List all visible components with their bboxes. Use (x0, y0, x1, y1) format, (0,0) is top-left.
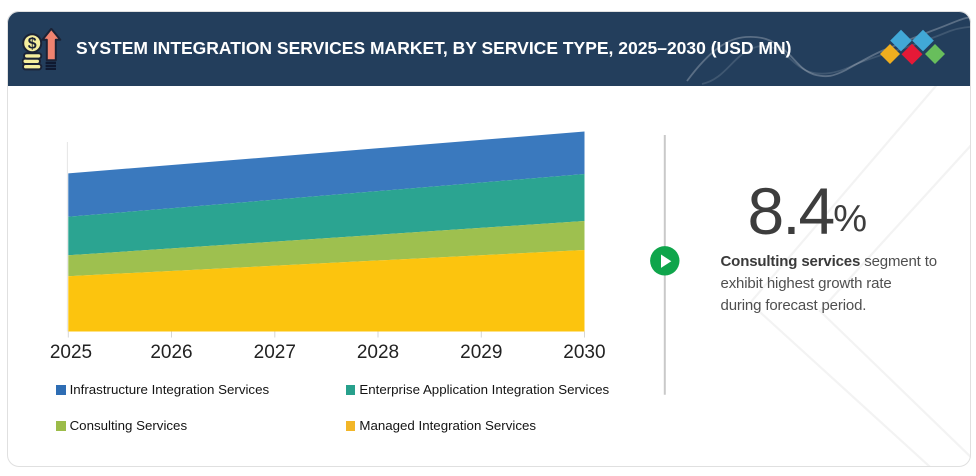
svg-text:$: $ (28, 36, 37, 53)
